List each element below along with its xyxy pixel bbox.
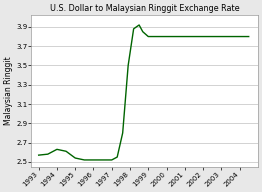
Y-axis label: Malaysian Ringgit: Malaysian Ringgit	[4, 57, 13, 125]
Title: U.S. Dollar to Malaysian Ringgit Exchange Rate: U.S. Dollar to Malaysian Ringgit Exchang…	[50, 4, 239, 13]
